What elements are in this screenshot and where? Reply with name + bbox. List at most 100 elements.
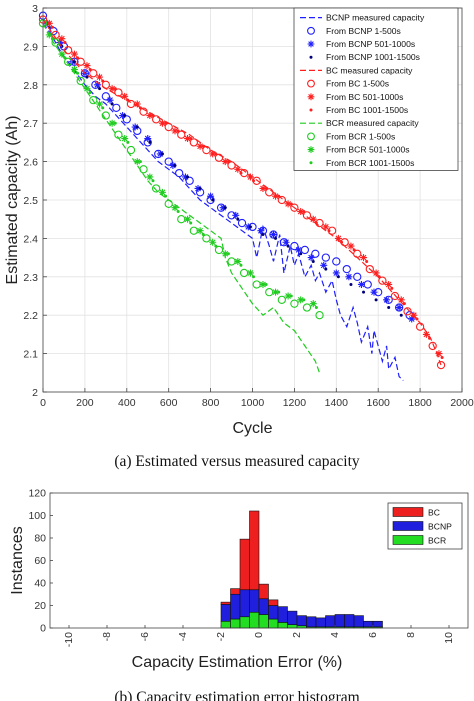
bar-segment xyxy=(230,588,241,595)
legend-entry: BCNP measured capacity xyxy=(300,13,425,23)
data-point xyxy=(164,122,173,132)
data-point xyxy=(110,102,114,106)
bar-segment xyxy=(249,510,260,591)
legend-label: BCNP xyxy=(428,522,452,532)
data-point xyxy=(219,204,227,212)
data-point xyxy=(164,194,168,198)
x-tick-label: 2000 xyxy=(450,397,474,409)
data-point xyxy=(51,38,60,47)
legend: BC BCNP BCR xyxy=(387,502,463,550)
data-point xyxy=(336,275,340,279)
data-point xyxy=(45,19,53,27)
bar-segment xyxy=(287,624,298,629)
y-tick-label: 2.7 xyxy=(23,118,38,130)
data-point xyxy=(290,203,299,212)
data-point xyxy=(264,282,268,286)
data-point xyxy=(390,286,394,290)
legend-swatch xyxy=(309,108,313,112)
data-point xyxy=(176,129,180,133)
data-point xyxy=(88,90,92,94)
y-tick-label: 2.1 xyxy=(23,349,38,361)
data-point xyxy=(377,275,381,279)
data-point xyxy=(372,269,380,277)
data-point xyxy=(284,292,292,300)
data-point xyxy=(76,57,85,66)
data-point xyxy=(96,100,104,108)
x-tick-label: 1200 xyxy=(283,397,307,409)
bar-segment xyxy=(315,617,326,628)
legend-entry: From BC 1-500s xyxy=(307,79,389,89)
data-point xyxy=(93,81,101,89)
bar-segment xyxy=(258,598,269,615)
data-point xyxy=(114,88,123,97)
x-tick-label: 1000 xyxy=(241,397,265,409)
data-point xyxy=(68,58,76,66)
data-point xyxy=(239,171,243,175)
data-point xyxy=(202,145,211,155)
x-tick-label: -2 xyxy=(215,632,227,641)
x-axis-label: Capacity Estimation Error (%) xyxy=(132,654,343,671)
legend-swatch xyxy=(307,26,315,35)
data-point xyxy=(226,160,230,164)
x-tick-label: 600 xyxy=(160,397,178,409)
data-point xyxy=(56,39,64,47)
legend-label: BCNP measured capacity xyxy=(326,13,425,23)
legend-label: BC measured capacity xyxy=(326,65,413,75)
bar-segment xyxy=(296,615,307,627)
data-point xyxy=(89,69,98,78)
legend-label: From BC 1-500s xyxy=(326,79,389,89)
data-point xyxy=(196,227,204,235)
legend-swatch xyxy=(307,132,315,141)
x-tick-label: 1600 xyxy=(367,397,391,409)
legend-entry: From BCR 1-500s xyxy=(307,131,395,141)
data-point xyxy=(177,130,186,139)
data-point xyxy=(114,130,123,139)
data-point xyxy=(345,273,353,281)
data-point xyxy=(119,112,127,120)
data-point xyxy=(85,75,89,79)
data-point xyxy=(148,140,152,144)
data-point xyxy=(264,186,268,190)
y-tick-label: 2.5 xyxy=(23,195,38,207)
data-point xyxy=(98,87,102,91)
data-point xyxy=(72,60,76,64)
x-tick-label: -8 xyxy=(101,632,113,641)
data-point xyxy=(436,360,446,370)
data-point xyxy=(435,350,443,358)
data-point xyxy=(50,37,54,41)
data-point xyxy=(349,282,353,286)
data-point xyxy=(259,280,267,288)
data-point xyxy=(403,307,412,316)
legend-swatch xyxy=(309,55,313,59)
bar-segment xyxy=(258,614,269,629)
legend-entry: From BCNP 1-500s xyxy=(307,26,401,36)
x-tick-label: 10 xyxy=(443,632,455,644)
data-point xyxy=(408,315,416,323)
data-point xyxy=(290,299,299,308)
data-point xyxy=(237,218,247,228)
data-point xyxy=(244,223,252,231)
bar-segment xyxy=(239,589,250,618)
data-point xyxy=(239,263,243,267)
chart-a: 0 200 400 600 800 1000 1200 1400 1600 1800 2000 2 2.… xyxy=(4,3,474,470)
data-point xyxy=(394,303,404,312)
y-tick-label: 2.4 xyxy=(23,233,38,245)
legend-swatch xyxy=(307,93,315,101)
legend-swatch xyxy=(307,79,315,88)
data-point xyxy=(164,199,173,208)
data-point xyxy=(201,144,205,148)
y-tick-label: 3 xyxy=(32,3,38,15)
data-point xyxy=(246,269,254,277)
bar-segment xyxy=(325,615,336,628)
data-point xyxy=(311,259,315,263)
legend-label: From BCNP 1-500s xyxy=(326,26,401,36)
data-point xyxy=(76,71,80,75)
x-tick-label: 4 xyxy=(329,632,341,638)
data-point xyxy=(63,41,67,45)
bar-segment xyxy=(258,583,269,600)
data-point xyxy=(101,92,110,101)
data-point xyxy=(58,35,66,43)
data-point xyxy=(399,313,403,317)
bar-segment xyxy=(363,620,374,628)
legend-label: From BCR 1-500s xyxy=(326,131,395,141)
